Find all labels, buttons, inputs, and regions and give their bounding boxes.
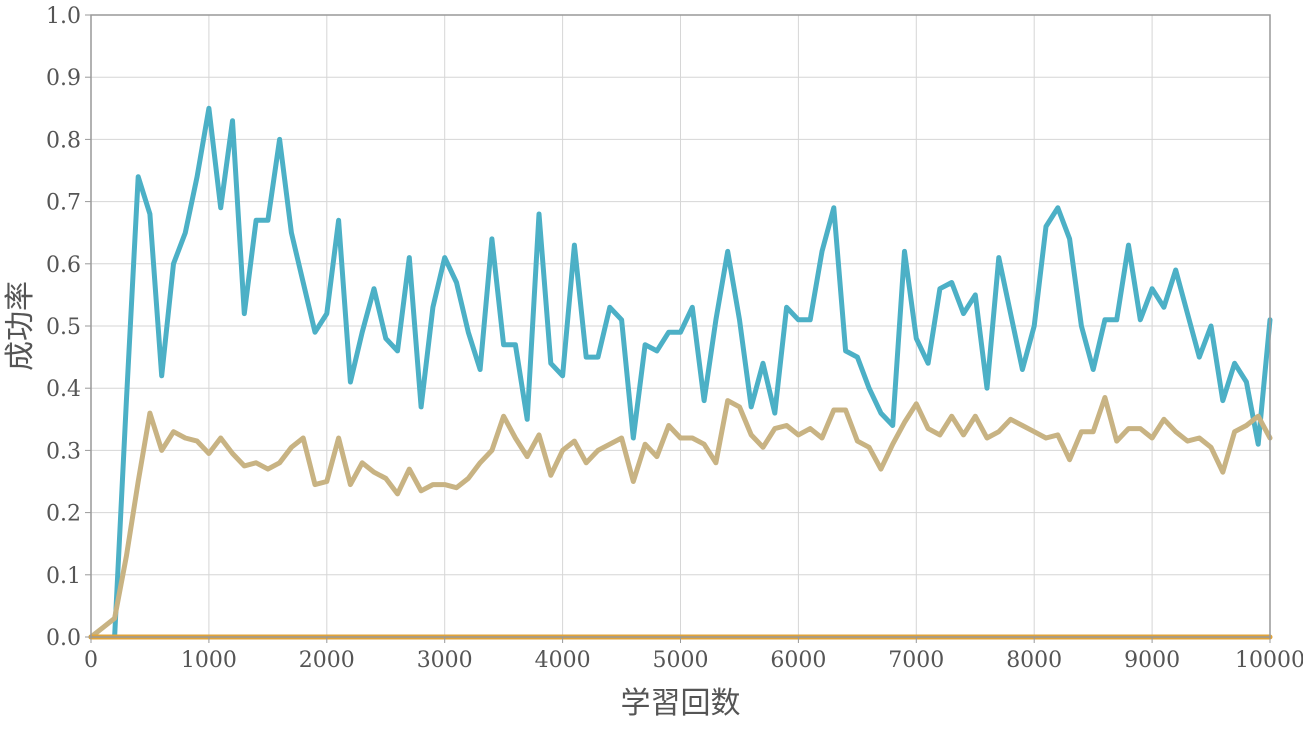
x-tick-label: 3000 (417, 648, 473, 673)
y-tick-label: 0.9 (46, 66, 81, 91)
x-tick-label: 2000 (299, 648, 355, 673)
y-tick-label: 0.2 (46, 502, 81, 527)
series-line-1 (88, 105, 1273, 640)
y-tick-label: 0.5 (46, 315, 81, 340)
x-axis-title: 学習回数 (621, 686, 741, 721)
x-tick-label: 7000 (888, 648, 944, 673)
y-tick-label: 0.8 (46, 128, 81, 153)
y-tick-label: 0.0 (46, 626, 81, 651)
x-tick-label: 9000 (1124, 648, 1180, 673)
x-tick-label: 1000 (181, 648, 237, 673)
x-tick-label: 10000 (1235, 648, 1303, 673)
y-axis-ticks: 0.0 0.1 0.2 0.3 0.4 0.5 0.6 0.7 0.8 0.9 1.0 (46, 4, 91, 651)
y-tick-label: 0.6 (46, 253, 81, 278)
y-tick-label: 0.4 (46, 377, 81, 402)
x-tick-label: 0 (84, 648, 98, 673)
y-tick-label: 0.7 (46, 191, 81, 216)
y-tick-label: 1.0 (46, 4, 81, 29)
series-line-2 (88, 395, 1273, 640)
x-tick-label: 8000 (1006, 648, 1062, 673)
x-tick-label: 4000 (535, 648, 591, 673)
y-axis-title: 成功率 (3, 281, 38, 371)
y-tick-label: 0.3 (46, 439, 81, 464)
y-tick-label: 0.1 (46, 564, 81, 589)
x-axis-ticks: 0 1000 2000 3000 4000 5000 6000 7000 8000 9000 100… (84, 637, 1303, 673)
x-tick-label: 5000 (653, 648, 709, 673)
x-tick-label: 6000 (770, 648, 826, 673)
